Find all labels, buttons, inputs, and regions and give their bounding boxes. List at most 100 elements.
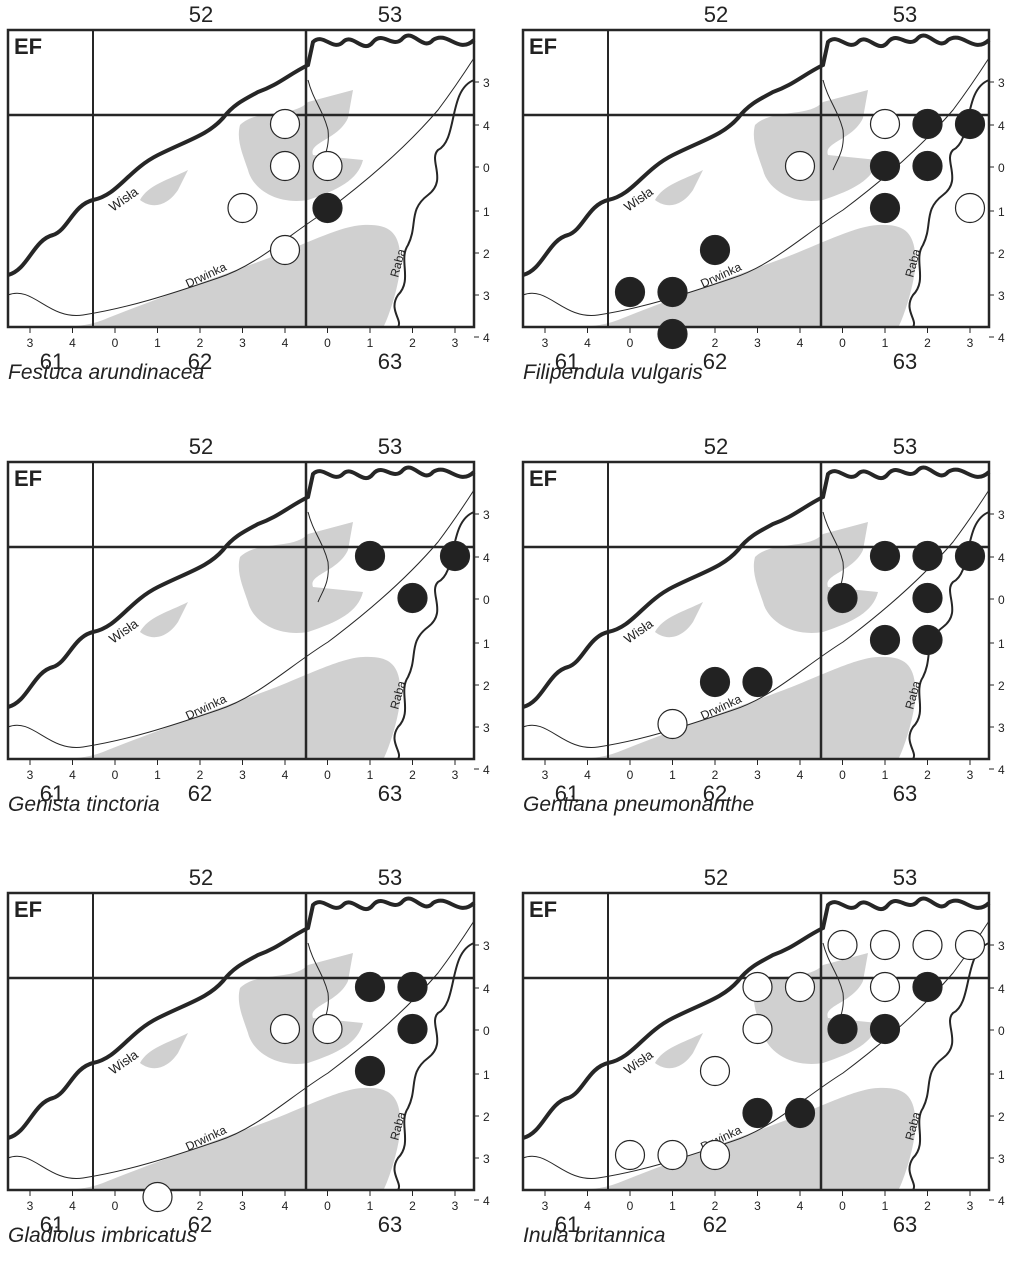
row-tick-label: 1 [998,205,1005,219]
map-svg: EFWisłaDrwinkaRaba5253340123401236162633… [521,2,1005,375]
record-filled-circle [869,150,901,182]
record-open-circle [954,192,986,224]
column-label-bottom: 61 [555,1212,579,1237]
map-label: EF [529,897,557,922]
map-frame [521,460,991,761]
column-tick-label: 3 [239,336,246,350]
record-filled-circle [912,971,943,1003]
gray-area-west [655,602,703,638]
species-name: Gladiolus imbricatus [8,1224,198,1247]
column-label-top: 53 [893,2,917,27]
row-tick-label: 4 [483,982,490,996]
column-tick-label: 1 [154,768,161,782]
record-filled-circle [742,1097,773,1129]
column-label-bottom: 62 [703,781,727,806]
row-tick-label: 3 [998,721,1005,735]
row-tick-label: 3 [998,76,1005,90]
column-tick-label: 2 [197,1199,204,1213]
record-filled-circle [954,540,986,572]
column-tick-label: 1 [367,336,374,350]
column-label-top: 52 [704,2,728,27]
river-wisla [522,33,991,277]
species-name: Filipendula vulgaris [523,361,703,384]
column-label-top: 53 [378,865,402,890]
row-tick-label: 4 [483,119,490,133]
row-tick-label: 1 [998,1068,1005,1082]
column-tick-label: 2 [924,768,931,782]
record-filled-circle [397,971,428,1003]
species-name: Gentiana pneumonanthe [523,793,755,816]
column-tick-label: 3 [967,336,974,350]
column-label-bottom: 61 [40,1212,64,1237]
column-tick-label: 0 [839,336,846,350]
record-filled-circle [827,1013,858,1045]
record-open-circle [312,150,343,182]
column-tick-label: 2 [409,768,416,782]
species-map-panel: EFWisłaDrwinkaRaba5253340123401236162633… [6,863,490,1283]
record-open-circle [954,929,986,961]
river-wisla [522,465,991,709]
column-tick-label: 4 [69,336,76,350]
gray-area-east [308,315,353,327]
river-label-wisla: Wisła [621,616,656,647]
gray-area-central [753,953,878,1064]
column-tick-label: 2 [712,336,719,350]
river-raba [393,942,475,1191]
river-drwinka [522,920,990,1179]
row-tick-label: 2 [483,679,490,693]
river-wisla [7,896,476,1140]
column-tick-label: 3 [542,336,549,350]
row-tick-label: 3 [483,939,490,953]
river-branch [822,79,844,171]
species-map-panel: EFWisłaDrwinkaRaba5253340123401236162633… [521,0,1005,420]
row-tick-label: 1 [483,1068,490,1082]
map-frame [6,28,476,329]
column-tick-label: 4 [797,768,804,782]
column-tick-label: 4 [282,768,289,782]
column-label-top: 53 [893,434,917,459]
column-tick-label: 2 [197,768,204,782]
column-tick-label: 1 [154,336,161,350]
record-filled-circle [869,540,901,572]
column-tick-label: 0 [112,768,119,782]
record-open-circle [142,1181,173,1213]
species-name: Inula britannica [523,1224,666,1247]
map-frame [521,891,991,1192]
column-tick-label: 2 [712,768,719,782]
map-frame [521,28,991,329]
record-filled-circle [869,192,901,224]
column-tick-label: 1 [669,1199,676,1213]
gray-area-central [753,90,878,201]
column-label-bottom: 63 [378,781,402,806]
column-tick-label: 3 [27,1199,34,1213]
record-open-circle [657,1139,688,1171]
record-filled-circle [912,582,943,614]
record-filled-circle [912,150,943,182]
column-label-top: 53 [378,2,402,27]
record-filled-circle [657,276,688,308]
record-open-circle [912,929,943,961]
column-tick-label: 2 [924,336,931,350]
column-tick-label: 4 [69,768,76,782]
column-tick-label: 3 [452,768,459,782]
record-filled-circle [912,108,943,140]
map-frame [6,460,476,761]
column-tick-label: 0 [324,1199,331,1213]
column-label-bottom: 62 [188,1212,212,1237]
record-filled-circle [742,666,773,698]
column-tick-label: 3 [542,768,549,782]
column-tick-label: 2 [409,1199,416,1213]
river-wisla [522,896,991,1140]
species-name: Genista tinctoria [8,793,160,816]
map-label: EF [529,34,557,59]
column-tick-label: 0 [627,768,634,782]
gray-area-central [753,522,878,633]
row-tick-label: 3 [483,508,490,522]
map-svg: EFWisłaDrwinkaRaba5253340123401236162633… [6,865,490,1238]
river-label-wisla: Wisła [621,1047,656,1078]
row-tick-label: 4 [998,982,1005,996]
record-filled-circle [439,540,471,572]
